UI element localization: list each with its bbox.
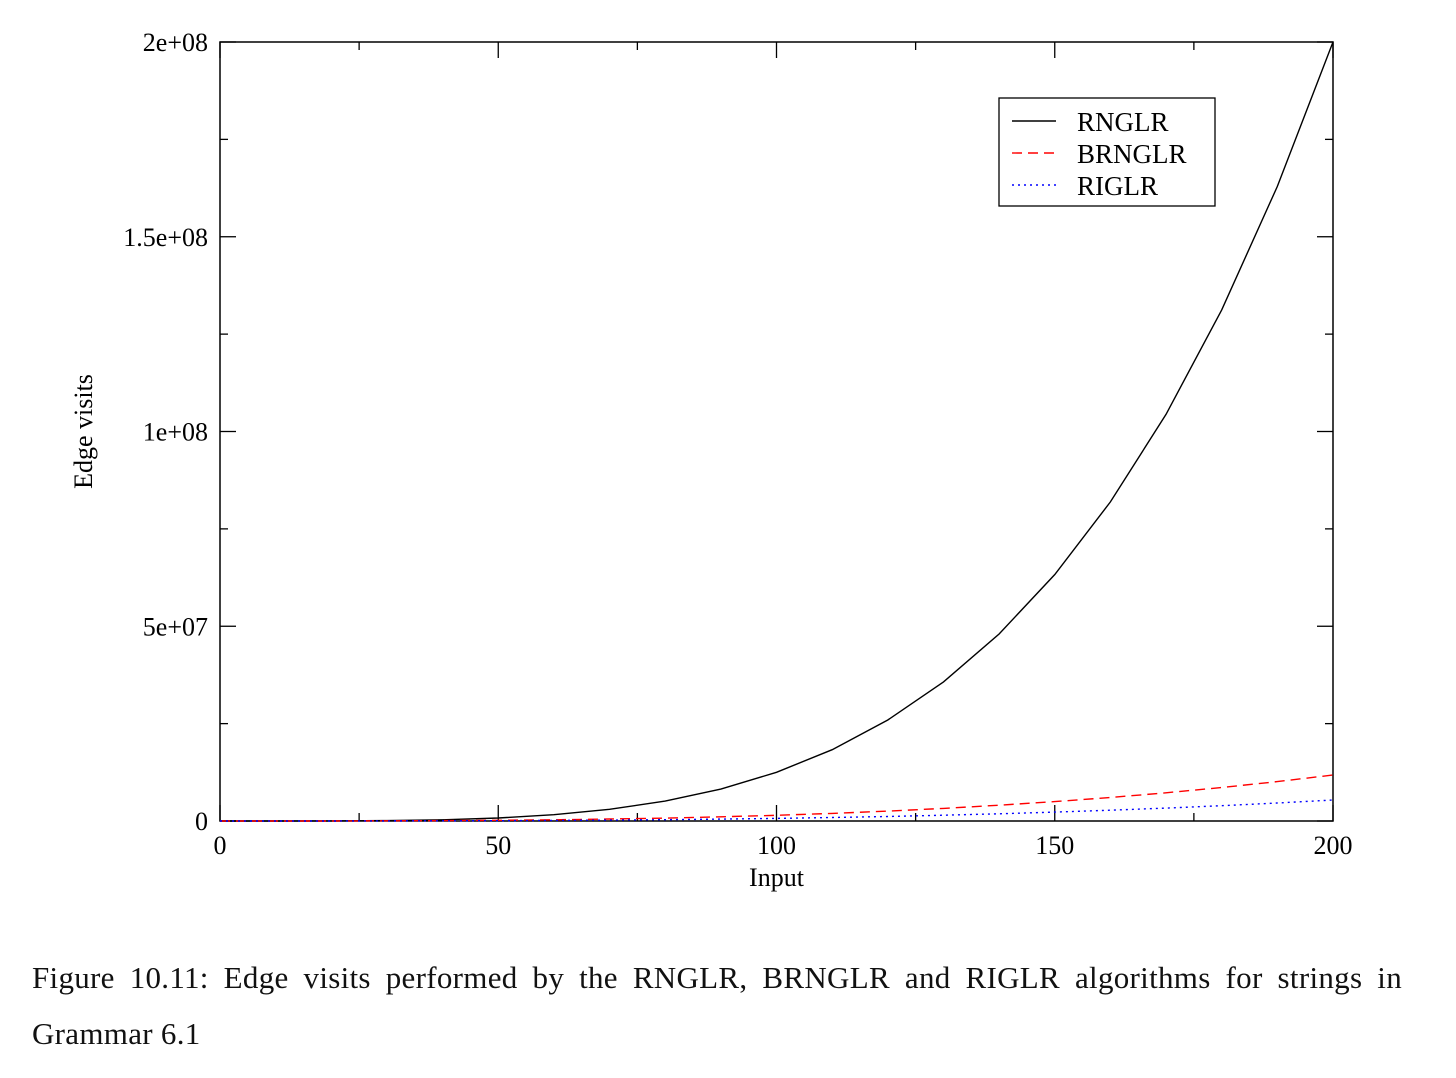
x-tick-label: 0 [214,831,227,860]
y-tick-label: 1.5e+08 [123,223,208,252]
y-tick-label: 0 [195,807,208,836]
x-tick-label: 200 [1314,831,1353,860]
y-tick-label: 2e+08 [143,28,208,57]
legend-box [998,97,1216,207]
x-tick-label: 50 [485,831,511,860]
y-tick-label: 1e+08 [143,418,208,447]
figure-caption: Figure 10.11: Edge visits performed by t… [32,960,1402,1051]
series-line-brnglr [220,774,1334,822]
legend-label-brnglr: BRNGLR [1077,139,1187,169]
x-tick-label: 150 [1035,831,1074,860]
x-axis-label: Input [749,863,805,892]
y-axis-label: Edge visits [69,374,98,489]
y-tick-label: 5e+07 [143,612,208,641]
legend-label-rnglr: RNGLR [1077,107,1169,137]
legend-label-riglr: RIGLR [1077,171,1158,201]
x-tick-label: 100 [757,831,796,860]
chart: 0 50 100 150 200 0 5e+07 1e+08 1.5e+08 2e+08 Input… [69,28,1353,892]
